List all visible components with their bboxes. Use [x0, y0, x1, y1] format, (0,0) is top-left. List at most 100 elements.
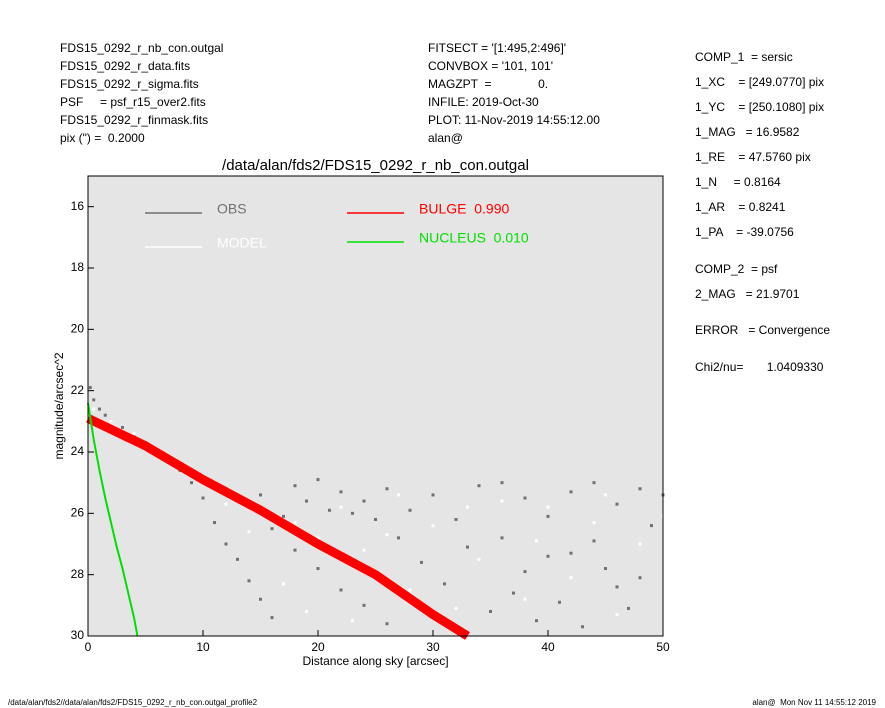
header-line: FDS15_0292_r_sigma.fits — [60, 77, 199, 91]
data-point — [650, 524, 653, 528]
data-point — [500, 481, 504, 485]
data-point — [293, 548, 297, 552]
data-point — [500, 536, 504, 540]
header-line: CONVBOX = '101, 101' — [428, 59, 553, 73]
data-point — [615, 585, 619, 589]
legend-label: NUCLEUS 0.010 — [419, 230, 529, 246]
data-point — [408, 508, 412, 512]
param: COMP_2 = psf — [695, 262, 778, 276]
data-point — [512, 591, 515, 595]
data-point — [316, 567, 320, 571]
data-point — [431, 493, 435, 497]
data-point — [523, 597, 527, 601]
data-point — [638, 487, 642, 491]
data-point — [351, 619, 354, 623]
data-point — [408, 588, 412, 592]
y-tick-label: 30 — [71, 628, 85, 642]
data-point — [92, 398, 96, 402]
data-point — [316, 536, 320, 540]
param: 1_MAG = 16.9582 — [695, 125, 800, 139]
data-point — [121, 425, 124, 429]
data-point — [592, 481, 596, 485]
profile-line — [86, 414, 470, 640]
x-tick-label: 40 — [541, 640, 555, 654]
data-point — [88, 386, 92, 390]
data-point — [385, 622, 389, 626]
data-point — [454, 517, 458, 521]
data-point — [385, 487, 389, 491]
data-point — [282, 514, 285, 518]
data-point — [569, 576, 573, 580]
data-point — [385, 533, 389, 537]
legend-label: BULGE 0.990 — [419, 201, 509, 217]
data-point — [431, 524, 435, 528]
data-point — [546, 505, 550, 509]
x-tick-label: 10 — [196, 640, 210, 654]
param: 1_PA = -39.0756 — [695, 225, 794, 239]
x-tick-label: 0 — [85, 640, 92, 654]
data-point — [270, 616, 274, 620]
param: 1_YC = [250.1080] pix — [695, 100, 824, 114]
data-point — [305, 609, 308, 613]
plot: /data/alan/fds2/FDS15_0292_r_nb_con.outg… — [52, 157, 670, 668]
data-point — [328, 508, 331, 512]
data-point — [477, 557, 481, 561]
data-point — [259, 597, 262, 601]
data-point — [109, 419, 113, 423]
data-point — [558, 600, 561, 604]
data-point — [270, 527, 274, 531]
data-point — [213, 521, 216, 525]
y-tick-label: 22 — [71, 383, 85, 397]
data-point — [443, 582, 446, 586]
data-point — [259, 493, 262, 497]
data-point — [604, 493, 607, 497]
y-axis-label: magnitude/arcsec^2 — [52, 352, 66, 459]
data-point — [374, 517, 377, 521]
header-line: pix (") = 0.2000 — [60, 131, 145, 145]
data-point — [638, 542, 642, 546]
data-point — [546, 514, 550, 518]
param: 1_RE = 47.5760 pix — [695, 150, 811, 164]
y-tick-label: 20 — [71, 322, 85, 336]
data-point — [627, 606, 630, 610]
data-point — [282, 582, 285, 586]
legend-label: OBS — [217, 201, 247, 217]
data-point — [339, 490, 343, 494]
data-point — [615, 502, 619, 506]
x-tick-label: 50 — [656, 640, 670, 654]
chart-title: /data/alan/fds2/FDS15_0292_r_nb_con.outg… — [222, 157, 529, 174]
param: ERROR = Convergence — [695, 323, 830, 337]
data-point — [339, 505, 343, 509]
data-point — [397, 536, 400, 540]
data-point — [523, 570, 527, 574]
data-point — [569, 490, 573, 494]
data-point — [615, 613, 619, 617]
data-point — [523, 496, 527, 500]
data-point — [293, 484, 297, 488]
data-point — [98, 407, 101, 411]
data-point — [454, 606, 458, 610]
data-point — [293, 521, 297, 525]
y-tick-label: 18 — [71, 260, 85, 274]
data-point — [592, 539, 596, 543]
data-point — [592, 521, 596, 525]
data-point — [362, 548, 366, 552]
y-tick-label: 28 — [71, 567, 85, 581]
header-line: FDS15_0292_r_finmask.fits — [60, 113, 208, 127]
y-tick-label: 24 — [71, 444, 85, 458]
data-point — [489, 609, 492, 613]
data-point — [190, 481, 193, 485]
y-tick-label: 16 — [71, 199, 85, 213]
param: 1_XC = [249.0770] pix — [695, 75, 824, 89]
data-point — [638, 576, 642, 580]
data-point — [477, 484, 481, 488]
data-point — [397, 493, 400, 497]
data-point — [362, 603, 366, 607]
footer: alan@ Mon Nov 11 14:55:12 2019 — [752, 698, 876, 707]
legend-label: MODEL — [217, 235, 267, 251]
data-point — [535, 539, 538, 543]
header-line: FDS15_0292_r_data.fits — [60, 59, 190, 73]
header-line: PLOT: 11-Nov-2019 14:55:12.00 — [428, 113, 600, 127]
param: Chi2/nu= 1.0409330 — [695, 360, 824, 374]
